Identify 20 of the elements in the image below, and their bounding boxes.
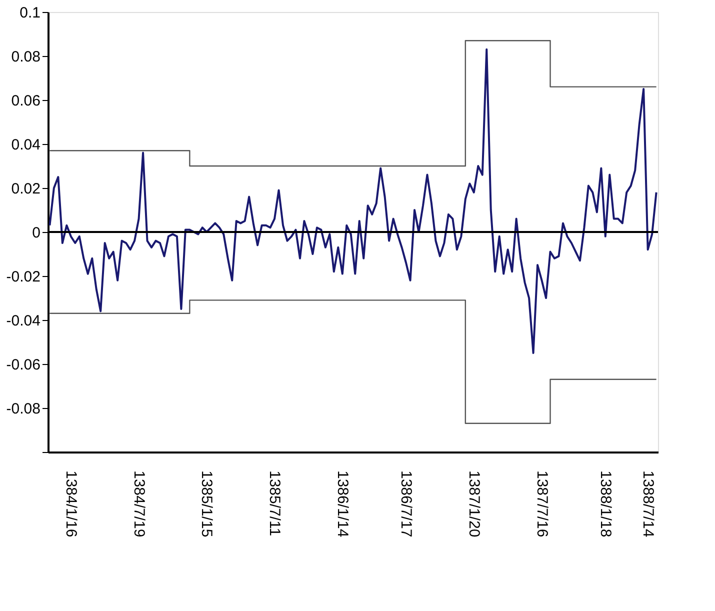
y-tick-label: -0.02 bbox=[6, 268, 40, 286]
y-tick-label: 0 bbox=[32, 224, 40, 242]
x-tick-label: 1385/7/11 bbox=[266, 470, 284, 536]
y-tick-label: 0.06 bbox=[11, 92, 40, 110]
x-tick-label: 1387/1/20 bbox=[465, 470, 482, 538]
x-tick-label: 1385/1/15 bbox=[198, 470, 216, 538]
y-tick-label: 0.02 bbox=[11, 180, 40, 198]
y-tick-label: 0.08 bbox=[11, 48, 40, 66]
x-tick-label: 1387/7/16 bbox=[533, 470, 550, 538]
x-tick-label: 1384/1/16 bbox=[62, 470, 80, 538]
y-tick-label: -0.08 bbox=[6, 400, 40, 418]
y-tick-label: 0.04 bbox=[11, 136, 40, 154]
y-tick-label: -0.06 bbox=[6, 356, 40, 374]
x-tick-label: 1388/1/18 bbox=[596, 470, 614, 538]
y-tick-label: -0.04 bbox=[6, 312, 40, 330]
x-tick-label: 1384/7/19 bbox=[130, 470, 148, 538]
y-tick-label: 0.1 bbox=[20, 4, 40, 22]
x-tick-label: 1386/1/14 bbox=[334, 470, 351, 538]
x-tick-label: 1388/7/14 bbox=[639, 470, 656, 538]
x-tick-label: 1386/7/17 bbox=[398, 470, 415, 538]
